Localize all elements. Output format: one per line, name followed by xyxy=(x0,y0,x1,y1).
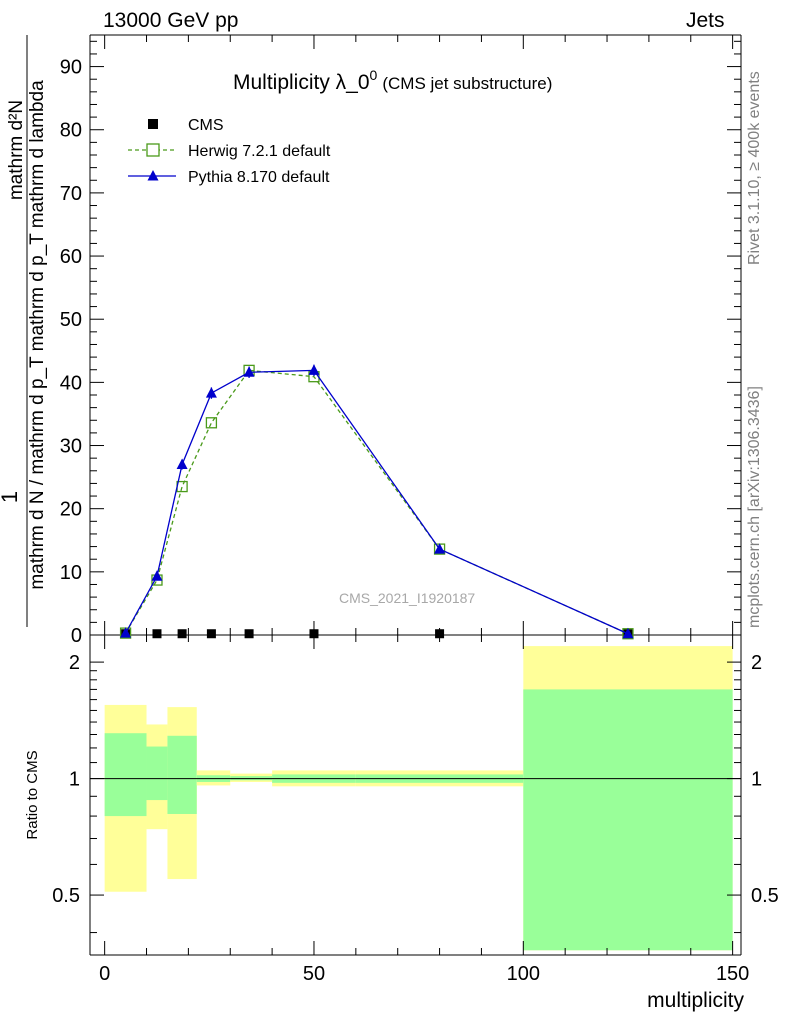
header-energy-label: 13000 GeV pp xyxy=(103,9,239,32)
ratio-y-tick-label: 0.5 xyxy=(52,885,80,907)
x-tick-label: 0 xyxy=(99,963,110,985)
main-title-superscript: 0 xyxy=(370,67,378,83)
x-tick-label: 150 xyxy=(716,963,749,985)
y-label-numerator: mathrm d²N xyxy=(6,100,27,200)
main-title-subtitle: (CMS jet substructure) xyxy=(382,74,552,93)
ratio-band-green xyxy=(104,733,147,817)
header-jets-label: Jets xyxy=(686,9,725,32)
analysis-watermark: CMS_2021_I1920187 xyxy=(339,590,475,606)
main-y-tick-label: 80 xyxy=(60,120,82,142)
legend-label: Herwig 7.2.1 default xyxy=(188,143,331,160)
y-label-prefactor: 1 xyxy=(0,491,22,503)
main-y-axis-label: 1 mathrm d N / mathrm d p_T mathrm d p_T… xyxy=(0,35,48,627)
main-y-tick-label: 20 xyxy=(60,499,82,521)
pythia-data-point xyxy=(205,387,217,398)
main-y-tick-label: 70 xyxy=(60,183,82,205)
herwig-data-point xyxy=(205,417,218,429)
series-line xyxy=(125,369,629,635)
x-tick-label: 100 xyxy=(507,963,540,985)
ratio-band-green xyxy=(523,689,733,951)
legend-cms-marker xyxy=(148,119,158,129)
pythia-data-point xyxy=(622,627,634,639)
ratio-bands xyxy=(104,646,733,951)
cms-data-point xyxy=(206,629,216,639)
pythia-data-point xyxy=(176,458,188,469)
legend: CMS Herwig 7.2.1 default Pythia 8.170 defa… xyxy=(128,117,331,186)
ratio-x-ticks: 0 50 100 150 xyxy=(99,635,749,985)
ratio-y-tick-label: 1 xyxy=(69,769,80,791)
cms-data-point xyxy=(435,629,445,639)
main-y-ticks: 0 10 20 30 40 50 60 70 80 90 xyxy=(60,40,741,647)
y-label-denominator-prefactor: mathrm d N / mathrm d p_T mathrm d p_T m… xyxy=(27,80,48,590)
pythia-data-point xyxy=(151,570,163,581)
ratio-plot-frame xyxy=(89,635,742,956)
ratio-y-tick-label-right: 0.5 xyxy=(751,885,779,907)
main-x-ticks xyxy=(104,35,734,635)
ratio-band-green xyxy=(146,746,168,801)
cms-data-point xyxy=(309,629,319,639)
ratio-y-tick-label-right: 1 xyxy=(751,769,762,791)
x-tick-label: 50 xyxy=(303,963,325,985)
ratio-y-ticks: 0.5 0.5 1 1 2 2 xyxy=(52,652,779,934)
ratio-y-tick-label: 2 xyxy=(69,652,80,674)
x-axis-label: multiplicity xyxy=(647,989,744,1012)
pythia-data-point xyxy=(120,627,132,638)
main-y-tick-label: 0 xyxy=(71,625,82,647)
main-y-tick-label: 30 xyxy=(60,436,82,458)
main-title: Multiplicity λ_00 (CMS jet substructure) xyxy=(233,67,552,94)
legend-pythia-marker xyxy=(147,170,159,181)
legend-label: CMS xyxy=(188,117,224,134)
main-y-tick-label: 10 xyxy=(60,562,82,584)
herwig-data-point xyxy=(176,480,188,493)
legend-herwig-marker xyxy=(146,143,160,157)
ratio-y-axis-label: Ratio to CMS xyxy=(24,750,41,839)
cms-data-point xyxy=(177,629,187,639)
main-series xyxy=(119,364,634,640)
cms-data-point xyxy=(152,629,162,639)
cms-data-point xyxy=(244,629,254,639)
pythia-data-point xyxy=(434,543,446,554)
pythia-data-point xyxy=(308,364,320,375)
main-y-tick-label: 40 xyxy=(60,372,82,394)
legend-label: Pythia 8.170 default xyxy=(188,169,330,186)
main-y-tick-label: 60 xyxy=(60,246,82,268)
ratio-y-tick-label-right: 2 xyxy=(751,652,762,674)
main-y-tick-label: 90 xyxy=(60,57,82,79)
ratio-band-green xyxy=(167,735,197,814)
main-title-text: Multiplicity λ_0 xyxy=(233,71,370,94)
main-y-tick-label: 50 xyxy=(60,309,82,331)
pythia-data-point xyxy=(243,366,255,377)
series-line xyxy=(125,369,629,635)
